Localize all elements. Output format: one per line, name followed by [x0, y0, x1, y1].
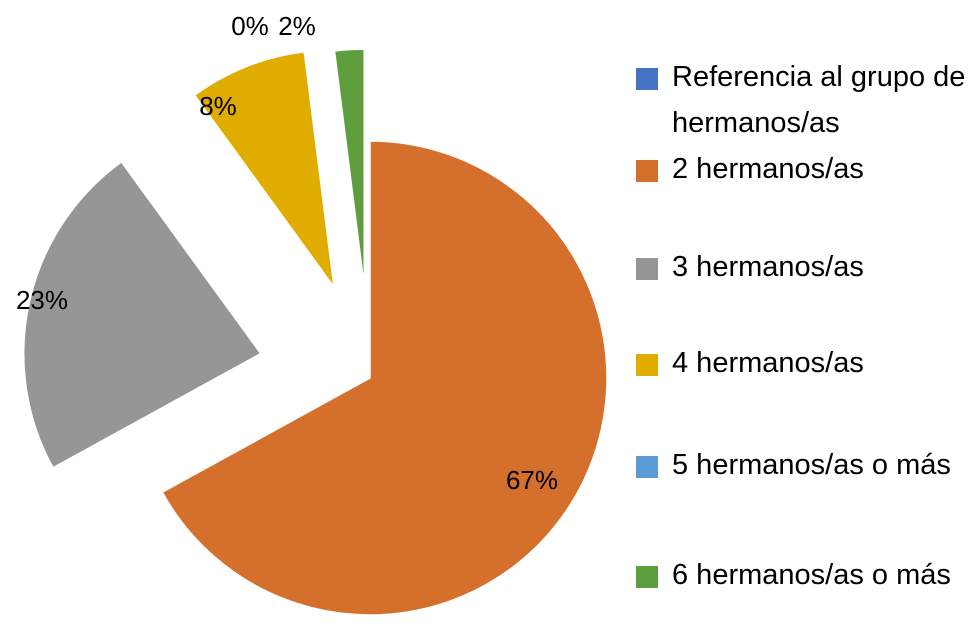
- legend-item: 3 hermanos/as: [636, 244, 966, 290]
- legend-item: 5 hermanos/as o más: [636, 442, 966, 488]
- legend-swatch: [636, 68, 658, 90]
- legend-label: 6 hermanos/as o más: [672, 559, 951, 591]
- legend-item: Referencia al grupo de hermanos/as: [636, 54, 966, 146]
- pie-slice: [193, 50, 335, 288]
- legend-item: 4 hermanos/as: [636, 340, 966, 386]
- legend-swatch: [636, 258, 658, 280]
- legend-label: 5 hermanos/as o más: [672, 449, 951, 481]
- legend-label: Referencia al grupo de hermanos/as: [672, 61, 966, 139]
- legend-label: 3 hermanos/as: [672, 251, 864, 283]
- legend-item: 6 hermanos/as o más: [636, 552, 966, 598]
- pie-slice: [333, 48, 365, 287]
- legend-item: 2 hermanos/as: [636, 146, 966, 192]
- legend-swatch: [636, 160, 658, 182]
- pie-slice: [22, 160, 262, 469]
- data-label: 67%: [506, 465, 558, 495]
- data-label: 2%: [278, 11, 316, 41]
- legend-swatch: [636, 354, 658, 376]
- legend-label: 2 hermanos/as: [672, 153, 864, 185]
- legend-label: 4 hermanos/as: [672, 347, 864, 379]
- data-label: 8%: [199, 91, 237, 121]
- data-label: 0%: [231, 11, 269, 41]
- legend-swatch: [636, 566, 658, 588]
- legend-swatch: [636, 456, 658, 478]
- data-label: 23%: [16, 285, 68, 315]
- pie-slice: [161, 140, 608, 616]
